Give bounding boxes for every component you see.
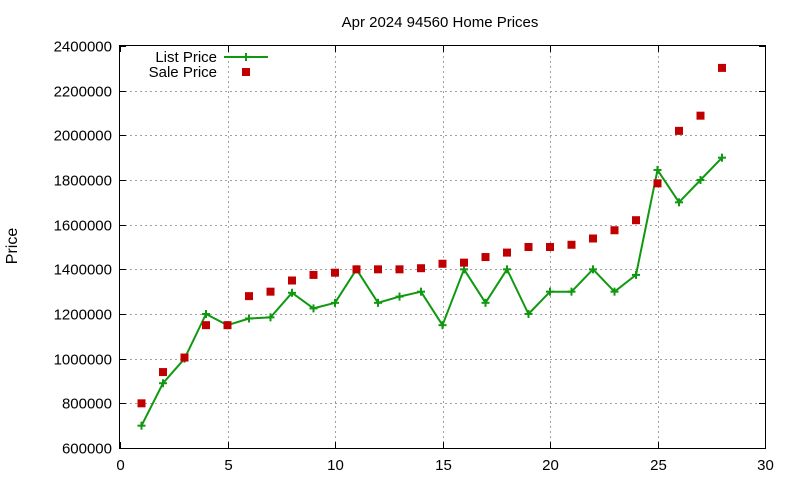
sale-price-point xyxy=(331,268,339,277)
sale-price-legend-label: Sale Price xyxy=(149,64,217,81)
list-price-point xyxy=(331,298,339,307)
list-price-point xyxy=(266,313,275,322)
list-price-point xyxy=(309,304,318,313)
list-price-point xyxy=(460,265,468,274)
sale-price-point xyxy=(180,353,189,362)
list-price-point xyxy=(245,314,253,323)
list-price-point xyxy=(438,321,447,330)
list-price-point xyxy=(137,421,146,430)
list-price-point xyxy=(718,153,726,162)
list-price-point xyxy=(374,298,382,307)
sale-price-point xyxy=(481,253,490,262)
sale-price-point xyxy=(288,276,296,285)
list-price-point xyxy=(202,310,210,318)
sale-price-point xyxy=(546,243,554,251)
plot-area xyxy=(137,63,726,430)
sale-price-point xyxy=(374,265,382,274)
sale-price-point xyxy=(202,321,210,330)
sale-price-point xyxy=(417,264,425,273)
sale-price-legend-marker xyxy=(242,68,250,76)
sale-price-point xyxy=(610,226,619,235)
list-price-point xyxy=(503,265,511,274)
x-tick-label: 15 xyxy=(435,457,452,474)
list-price-point xyxy=(395,292,404,301)
y-tick-label: 1400000 xyxy=(54,262,112,279)
list-price-point xyxy=(653,165,662,174)
list-price-point xyxy=(567,287,576,296)
plot-frame xyxy=(119,45,766,449)
sale-price-point xyxy=(309,270,318,279)
sale-price-point xyxy=(567,240,576,249)
list-price-point xyxy=(288,288,296,297)
list-price-point xyxy=(632,270,640,279)
sale-price-point xyxy=(675,126,683,135)
x-tick-label: 20 xyxy=(542,457,559,474)
sale-price-point xyxy=(696,111,705,120)
chart-title: Apr 2024 94560 Home Prices xyxy=(342,14,539,31)
sale-price-point xyxy=(632,216,640,225)
y-tick-label: 1000000 xyxy=(54,352,112,369)
list-price-legend-label: List Price xyxy=(155,49,217,66)
sale-price-point xyxy=(438,259,447,268)
sale-price-point xyxy=(245,292,253,301)
sale-price-point xyxy=(524,243,533,251)
sale-price-point xyxy=(653,179,662,188)
sale-price-point xyxy=(352,265,361,274)
sale-price-point xyxy=(589,234,597,243)
y-tick-label: 1600000 xyxy=(54,218,112,235)
sale-price-point xyxy=(718,63,726,72)
y-tick-label: 2000000 xyxy=(54,128,112,145)
list-price-point xyxy=(589,265,597,274)
list-price-point xyxy=(610,287,619,296)
x-tick-label: 5 xyxy=(224,457,232,474)
sale-price-point xyxy=(395,265,404,274)
y-tick-label: 800000 xyxy=(62,396,112,413)
list-price-point xyxy=(417,287,425,296)
y-tick-label: 1200000 xyxy=(54,307,112,324)
sale-price-point xyxy=(460,258,468,267)
list-price-point xyxy=(159,379,167,388)
y-tick-label: 1800000 xyxy=(54,173,112,190)
list-price-legend-marker xyxy=(242,53,250,61)
x-tick-label: 25 xyxy=(650,457,667,474)
y-axis-label: Price xyxy=(4,228,21,265)
list-price-point xyxy=(481,298,490,307)
y-tick-label: 2400000 xyxy=(54,39,112,56)
list-price-point xyxy=(675,198,683,207)
y-tick-label: 2200000 xyxy=(54,84,112,101)
x-tick-label: 10 xyxy=(327,457,344,474)
grid xyxy=(120,46,765,448)
x-tick-label: 30 xyxy=(757,457,774,474)
list-price-point xyxy=(524,310,533,318)
sale-price-point xyxy=(503,248,511,257)
x-tick-label: 0 xyxy=(116,457,124,474)
sale-price-point xyxy=(266,287,275,296)
list-price-point xyxy=(546,287,554,296)
axis-ticks: 600000 800000 1000000 1200000 1400000 1600000… xyxy=(54,39,774,475)
sale-price-point xyxy=(137,399,146,408)
list-price-point xyxy=(696,176,705,184)
sale-price-point xyxy=(159,368,167,377)
y-tick-label: 600000 xyxy=(62,441,112,458)
list-price-line xyxy=(140,157,723,427)
sale-price-point xyxy=(223,321,232,330)
